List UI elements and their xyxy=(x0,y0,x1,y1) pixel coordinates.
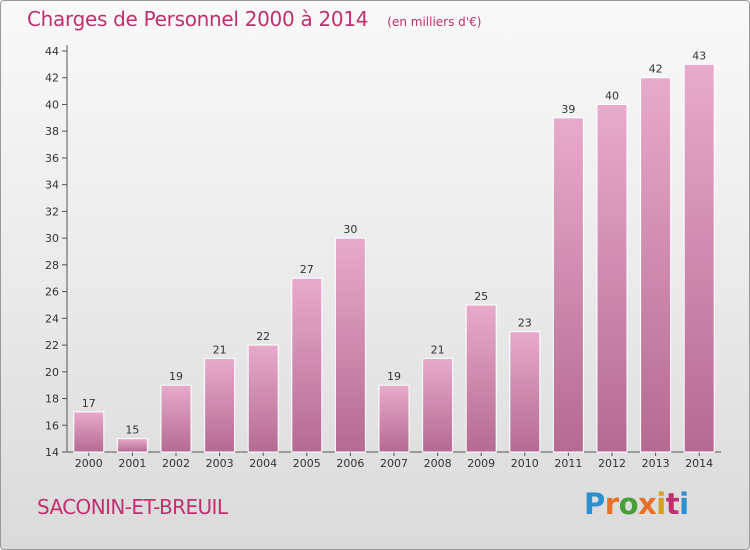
logo-letter: r xyxy=(604,487,619,521)
data-label: 25 xyxy=(474,290,488,303)
logo-letter: x xyxy=(638,487,657,521)
bar-2008 xyxy=(422,357,454,453)
x-tick-label: 2012 xyxy=(598,457,626,470)
y-tick-label: 18 xyxy=(45,393,59,406)
chart-subtitle: (en milliers d'€) xyxy=(387,15,482,29)
title-row: Charges de Personnel 2000 à 2014 (en mil… xyxy=(27,7,481,31)
x-tick-label: 2010 xyxy=(511,457,539,470)
bar-layer xyxy=(73,63,715,453)
x-tick-label: 2008 xyxy=(424,457,452,470)
data-label: 22 xyxy=(256,330,270,343)
y-tick-label: 34 xyxy=(45,179,59,192)
data-label: 40 xyxy=(605,89,619,102)
axis-layer: 14 16 18 20 22 24 26 28 30 32 34 36 38 40 42 44 xyxy=(45,45,721,459)
y-tick-label: 20 xyxy=(45,366,59,379)
y-tick-label: 28 xyxy=(45,259,59,272)
data-label: 30 xyxy=(343,223,357,236)
data-label: 19 xyxy=(169,370,183,383)
bar-2014 xyxy=(683,63,715,453)
commune-name: SACONIN-ET-BREUIL xyxy=(37,495,228,519)
logo-letter: P xyxy=(584,487,605,521)
x-tick-label: 2003 xyxy=(206,457,234,470)
y-tick-label: 40 xyxy=(45,98,59,111)
x-tick-label: 2002 xyxy=(162,457,190,470)
x-tick-label: 2009 xyxy=(467,457,495,470)
x-tick-label: 2005 xyxy=(293,457,321,470)
proxiti-logo[interactable]: Proxiti xyxy=(584,487,689,521)
data-label: 39 xyxy=(561,103,575,116)
data-label: 21 xyxy=(213,343,227,356)
chart-title: Charges de Personnel 2000 à 2014 xyxy=(27,7,369,31)
y-tick-label: 38 xyxy=(45,125,59,138)
y-tick-label: 14 xyxy=(45,446,59,459)
bar-2013 xyxy=(640,77,672,453)
label-layer: 2000 17 2001 15 2002 19 2003 21 2004 22 2005 27 2006… xyxy=(75,49,713,470)
x-tick-label: 2007 xyxy=(380,457,408,470)
data-label: 27 xyxy=(300,263,314,276)
logo-letter: i xyxy=(679,487,689,521)
bar-2005 xyxy=(291,277,323,453)
x-tick-label: 2004 xyxy=(249,457,277,470)
bar-2012 xyxy=(596,103,628,453)
y-tick-label: 44 xyxy=(45,45,59,58)
y-tick-label: 16 xyxy=(45,419,59,432)
data-label: 21 xyxy=(431,343,445,356)
bar-2001 xyxy=(116,438,148,453)
data-label: 23 xyxy=(518,317,532,330)
x-tick-label: 2014 xyxy=(685,457,713,470)
logo-letter: i xyxy=(656,487,666,521)
data-label: 19 xyxy=(387,370,401,383)
y-tick-label: 24 xyxy=(45,312,59,325)
x-tick-label: 2006 xyxy=(336,457,364,470)
data-label: 42 xyxy=(649,63,663,76)
bar-2002 xyxy=(160,384,192,453)
y-tick-label: 42 xyxy=(45,72,59,85)
bar-2007 xyxy=(378,384,410,453)
y-tick-label: 26 xyxy=(45,286,59,299)
bar-2010 xyxy=(509,331,541,453)
y-tick-label: 30 xyxy=(45,232,59,245)
bar-2009 xyxy=(465,304,497,453)
logo-letter: o xyxy=(618,487,639,521)
y-tick-label: 32 xyxy=(45,205,59,218)
data-label: 17 xyxy=(82,397,96,410)
x-tick-label: 2001 xyxy=(118,457,146,470)
data-label: 15 xyxy=(125,424,139,437)
logo-letter: t xyxy=(665,487,680,521)
x-tick-label: 2000 xyxy=(75,457,103,470)
bar-2006 xyxy=(334,237,366,453)
x-tick-label: 2011 xyxy=(554,457,582,470)
y-tick-label: 36 xyxy=(45,152,59,165)
bar-2000 xyxy=(73,411,105,453)
bar-2003 xyxy=(204,357,236,453)
y-tick-label: 22 xyxy=(45,339,59,352)
bar-2004 xyxy=(247,344,279,453)
x-tick-label: 2013 xyxy=(642,457,670,470)
bar-2011 xyxy=(552,117,584,453)
data-label: 43 xyxy=(692,49,706,62)
